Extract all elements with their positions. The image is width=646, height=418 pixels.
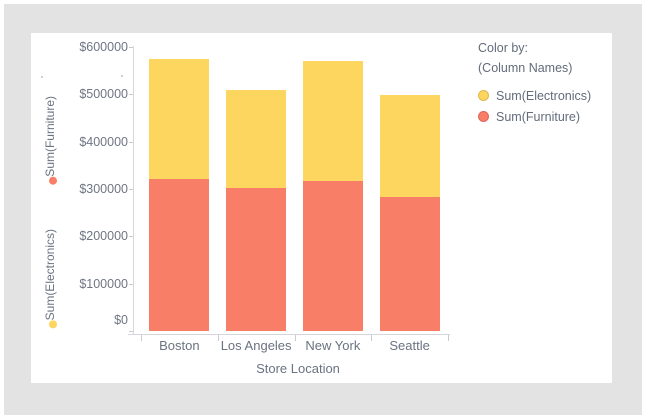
legend-title-line2: (Column Names)	[478, 61, 573, 75]
y-axis-tick-label: $100000	[79, 276, 128, 291]
y-axis-line	[133, 46, 134, 334]
bar-segment-sum-furniture-seattle[interactable]	[379, 197, 440, 331]
bar-segment-sum-furniture-los-angeles[interactable]	[226, 188, 287, 331]
y-axis-tick-label: $400000	[79, 134, 128, 149]
bar-segment-sum-electronics-boston[interactable]	[149, 59, 210, 180]
legend-item-label: Sum(Furniture)	[496, 109, 581, 124]
y-axis-tick-mark	[129, 236, 134, 238]
x-axis-tick-mark	[217, 335, 219, 341]
y-axis-tick-label: $300000	[79, 182, 128, 196]
legend-swatch-icon	[478, 90, 489, 101]
x-category-label-los-angeles: Los Angeles	[220, 338, 292, 353]
x-category-label-seattle: Seattle	[389, 338, 430, 353]
y-axis-tick-label: $500000	[79, 87, 128, 102]
x-category-label-new-york: New York	[305, 338, 361, 353]
y-axis-tick-mark	[129, 283, 134, 285]
x-axis-tick-mark	[141, 335, 142, 341]
bar-segment-sum-electronics-new-york[interactable]	[302, 60, 363, 182]
legend-item-sum-electronics[interactable]: Sum(Electronics)	[478, 85, 608, 106]
legend: Color by: (Column Names) Sum(Electronics…	[478, 38, 608, 127]
y-axis-tick-mark	[129, 331, 134, 332]
x-axis-line	[128, 334, 450, 335]
y-axis-tick-mark	[129, 94, 134, 96]
x-axis-tick-mark	[294, 335, 296, 341]
chart-panel: Sum(Furniture) Sum(Electronics) $0 $100000…	[31, 33, 612, 383]
x-axis-tick-mark	[371, 335, 373, 341]
x-category-label-boston: Boston	[159, 338, 200, 353]
y-axis-tick-label: $600000	[79, 40, 128, 54]
axis-handle-dot	[121, 75, 123, 77]
x-axis-title[interactable]: Store Location	[256, 361, 340, 376]
app-background: Sum(Furniture) Sum(Electronics) $0 $100000…	[4, 4, 642, 415]
y-axis-tick-label: $0	[114, 313, 128, 327]
axis-handle-dot	[41, 76, 43, 78]
y-axis-tick-label: $200000	[79, 229, 128, 244]
x-axis-tick-mark	[448, 335, 449, 341]
legend-title-line1: Color by:	[478, 41, 529, 55]
y-axis-tick-mark	[129, 141, 134, 143]
y-axis-tick-mark	[129, 47, 134, 48]
bar-segment-sum-furniture-boston[interactable]	[149, 179, 210, 331]
bar-segment-sum-electronics-los-angeles[interactable]	[226, 89, 287, 189]
bar-segment-sum-electronics-seattle[interactable]	[379, 94, 440, 198]
y-axis-tick-mark	[129, 189, 134, 190]
bar-segment-sum-furniture-new-york[interactable]	[302, 181, 363, 331]
legend-item-label: Sum(Electronics)	[496, 88, 592, 103]
legend-item-sum-furniture[interactable]: Sum(Furniture)	[478, 106, 608, 127]
legend-swatch-icon	[478, 111, 489, 122]
